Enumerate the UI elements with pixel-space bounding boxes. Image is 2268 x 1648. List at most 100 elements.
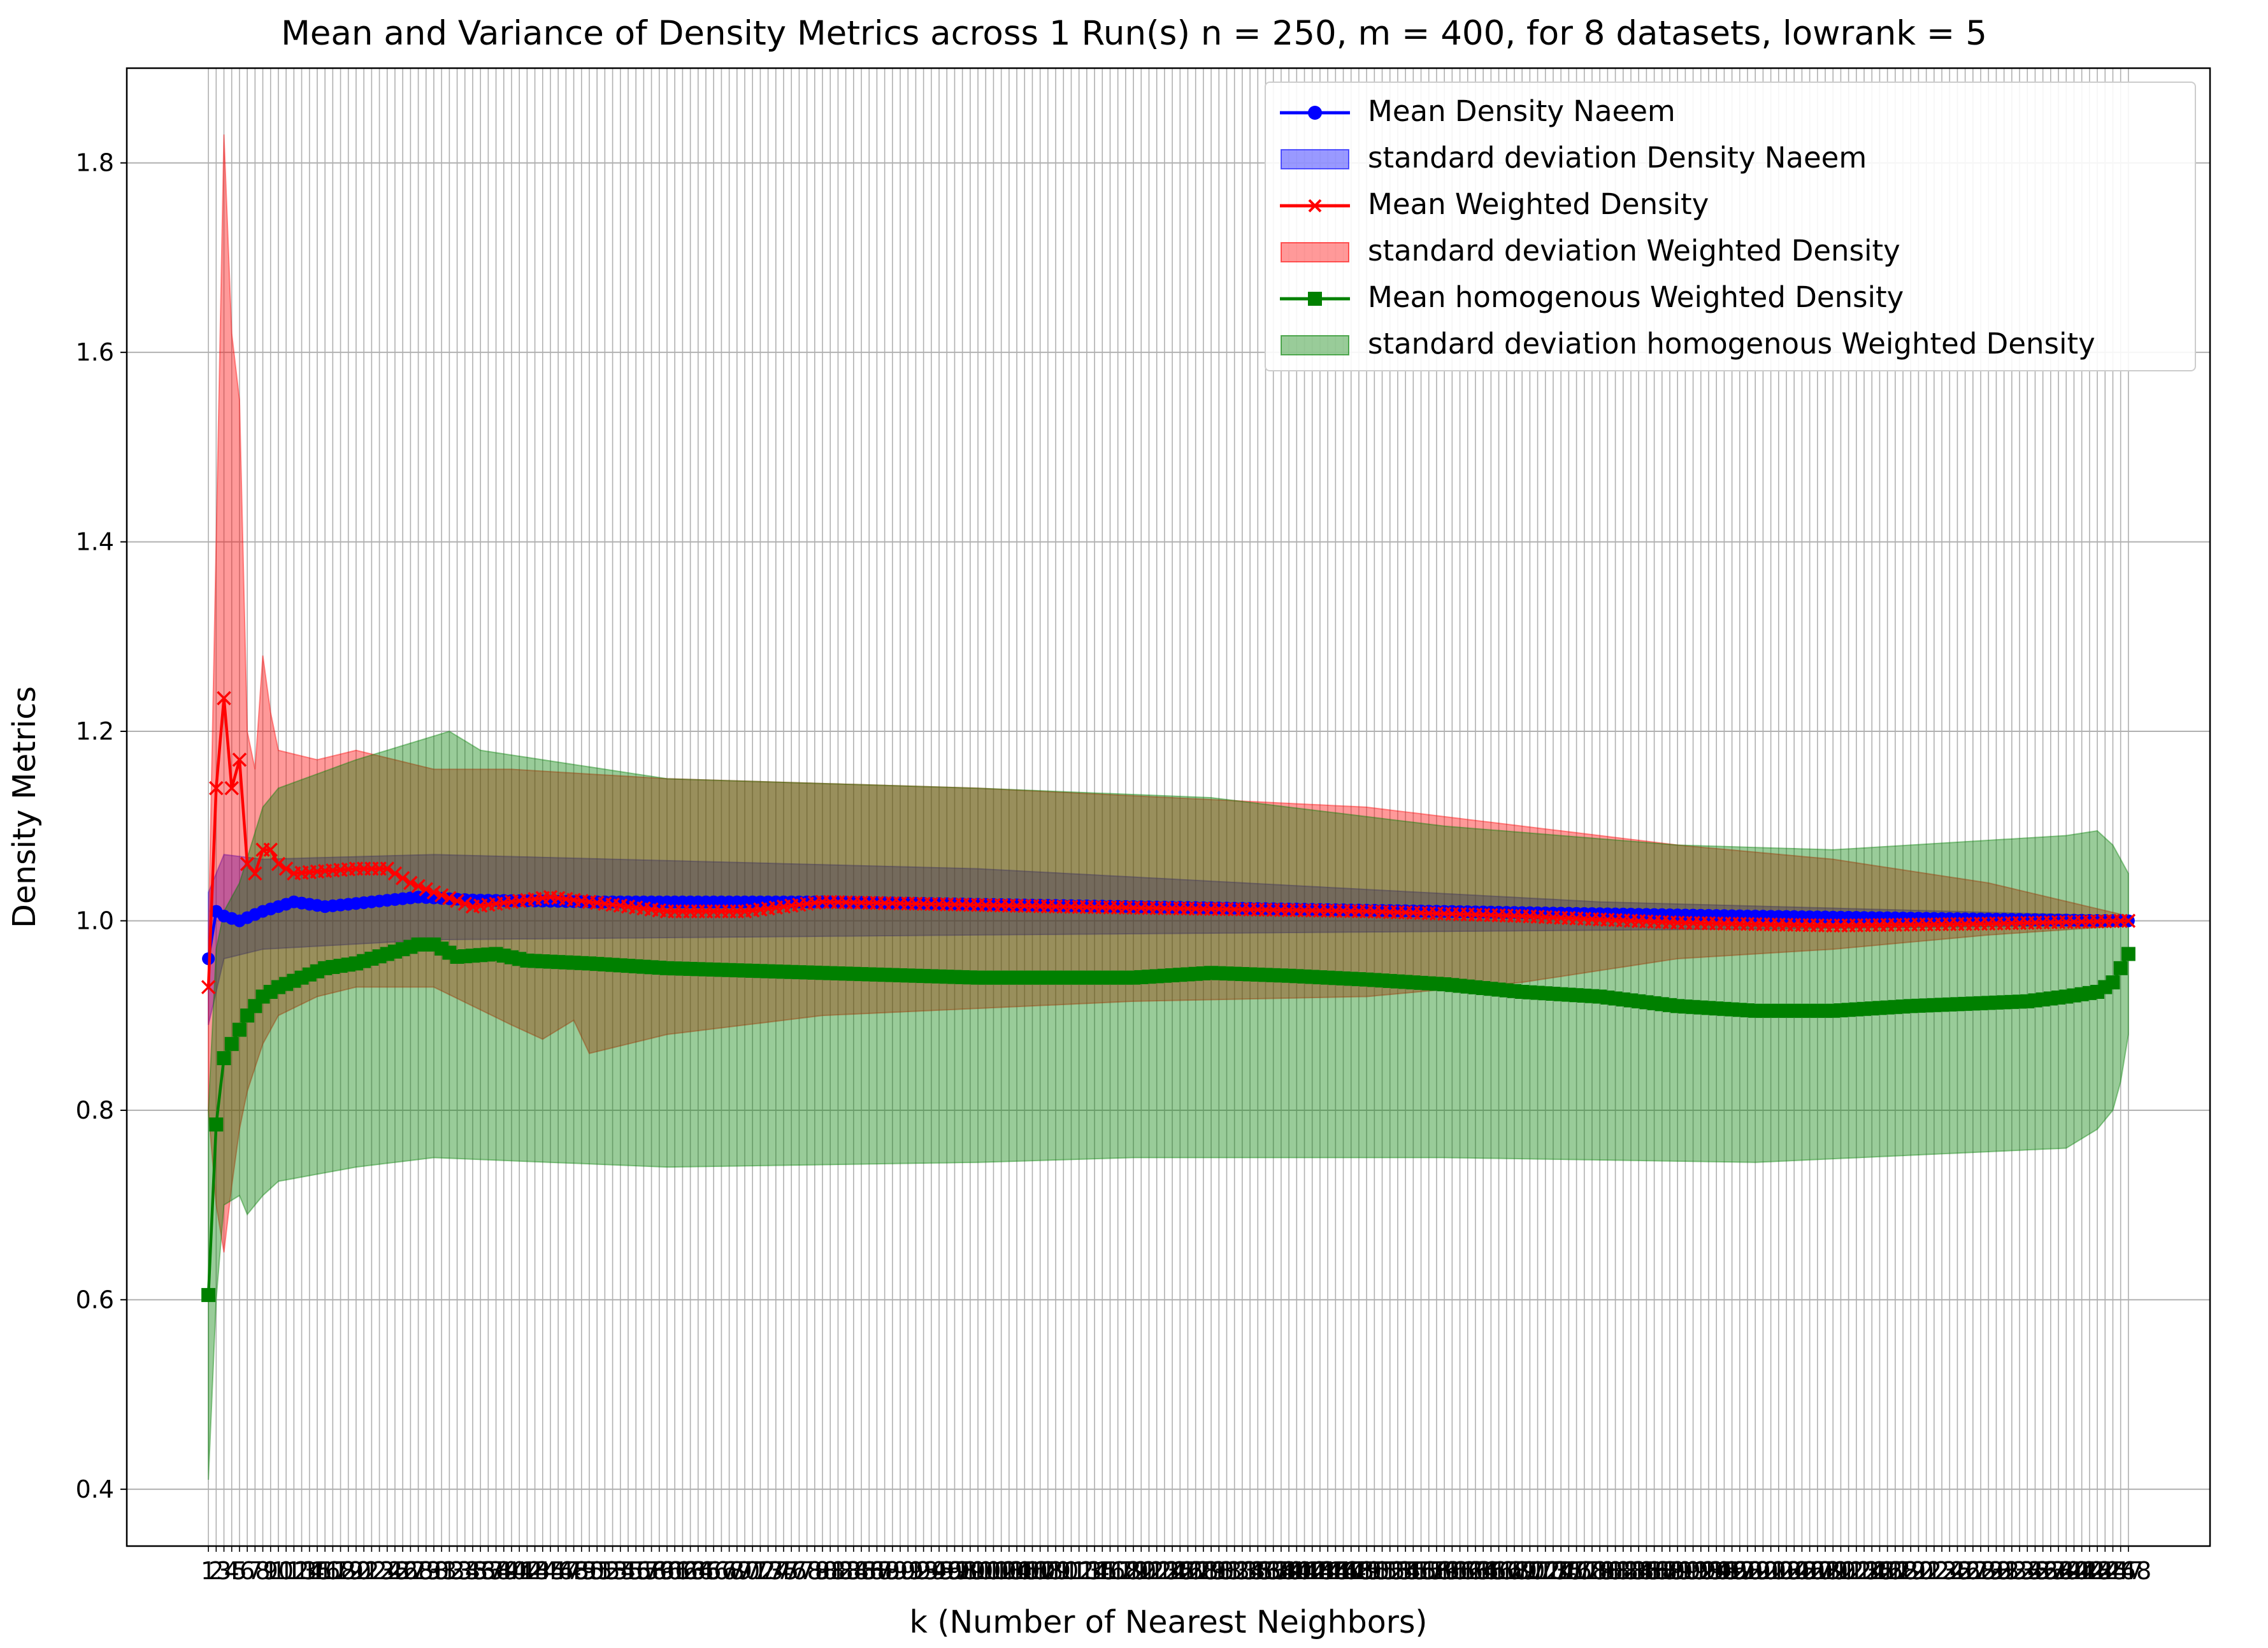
x-tick-label: 30 <box>419 1557 449 1585</box>
x-tick-label: 147 <box>1320 1557 1367 1585</box>
x-tick-label: 202 <box>1748 1557 1794 1585</box>
legend-entry-std-naeem: standard deviation Density Naeem <box>1266 136 2195 182</box>
y-tick-label: 1.8 <box>76 149 114 177</box>
x-tick-label: 18 <box>325 1557 355 1585</box>
x-tick-label: 184 <box>1608 1557 1654 1585</box>
x-tick-label: 191 <box>1662 1557 1709 1585</box>
x-tick-label: 73 <box>752 1557 783 1585</box>
x-tick-label: 66 <box>698 1557 729 1585</box>
x-tick-label: 45 <box>535 1557 566 1585</box>
legend-entry-std-weighted: standard deviation Weighted Density <box>1266 229 2195 275</box>
x-tick-label: 143 <box>1289 1557 1335 1585</box>
x-tick-label: 32 <box>434 1557 464 1585</box>
x-tick-label: 69 <box>722 1557 752 1585</box>
x-tick-label: 117 <box>1087 1557 1133 1585</box>
x-tick-label: 212 <box>1825 1557 1872 1585</box>
x-tick-label: 46 <box>543 1557 573 1585</box>
x-tick-label: 235 <box>2004 1557 2051 1585</box>
x-tick-label: 7 <box>247 1557 262 1585</box>
x-tick-label: 148 <box>1328 1557 1374 1585</box>
x-tick-label: 242 <box>2058 1557 2105 1585</box>
x-tick-label: 230 <box>1965 1557 2012 1585</box>
x-tick-label: 41 <box>504 1557 535 1585</box>
x-tick-label: 75 <box>768 1557 799 1585</box>
legend-handle-mean-naeem <box>1280 106 1350 120</box>
x-tick-label: 10 <box>263 1557 294 1585</box>
x-tick-label: 31 <box>426 1557 457 1585</box>
x-tick-label: 247 <box>2097 1557 2144 1585</box>
x-tick-label: 84 <box>838 1557 869 1585</box>
y-tick-label: 1.4 <box>76 528 114 556</box>
point-weighted <box>209 781 224 796</box>
x-tick-label: 40 <box>496 1557 527 1585</box>
x-tick-label: 63 <box>675 1557 705 1585</box>
x-tick-label: 62 <box>667 1557 698 1585</box>
x-tick-label: 146 <box>1312 1557 1359 1585</box>
x-tick-label: 39 <box>489 1557 519 1585</box>
x-tick-label: 155 <box>1382 1557 1429 1585</box>
x-tick-label: 65 <box>691 1557 721 1585</box>
x-tick-label: 207 <box>1786 1557 1833 1585</box>
x-tick-label: 188 <box>1639 1557 1686 1585</box>
y-tick-label: 1.2 <box>76 717 114 745</box>
x-tick-label: 120 <box>1110 1557 1157 1585</box>
x-tick-label: 103 <box>978 1557 1024 1585</box>
x-tick-label: 104 <box>986 1557 1033 1585</box>
legend: Mean Density Naeem standard deviation De… <box>1265 82 2196 371</box>
x-tick-label: 231 <box>1973 1557 2020 1585</box>
x-tick-label: 209 <box>1802 1557 1849 1585</box>
x-tick-label: 214 <box>1841 1557 1888 1585</box>
x-tick-label: 201 <box>1740 1557 1786 1585</box>
x-tick-label: 21 <box>348 1557 379 1585</box>
x-tick-label: 175 <box>1538 1557 1584 1585</box>
x-tick-label: 89 <box>877 1557 908 1585</box>
x-tick-label: 150 <box>1344 1557 1390 1585</box>
x-tick-label: 210 <box>1810 1557 1856 1585</box>
point-weighted <box>201 980 216 994</box>
x-tick-label: 106 <box>1001 1557 1048 1585</box>
x-tick-label: 125 <box>1149 1557 1196 1585</box>
x-tick-label: 42 <box>512 1557 542 1585</box>
x-tick-label: 153 <box>1367 1557 1413 1585</box>
point-weighted <box>419 882 433 897</box>
x-tick-label: 4 <box>224 1557 240 1585</box>
x-tick-label: 14 <box>294 1557 325 1585</box>
x-tick-label: 95 <box>924 1557 954 1585</box>
x-tick-label: 119 <box>1103 1557 1149 1585</box>
x-tick-label: 172 <box>1514 1557 1561 1585</box>
x-tick-label: 142 <box>1281 1557 1328 1585</box>
x-tick-label: 200 <box>1732 1557 1779 1585</box>
x-tick-label: 151 <box>1351 1557 1398 1585</box>
x-tick-label: 20 <box>341 1557 371 1585</box>
x-tick-label: 127 <box>1165 1557 1211 1585</box>
x-tick-label: 134 <box>1219 1557 1266 1585</box>
x-tick-label: 229 <box>1958 1557 2004 1585</box>
x-tick-label: 36 <box>465 1557 496 1585</box>
x-tick-label: 163 <box>1444 1557 1491 1585</box>
x-tick-label: 168 <box>1483 1557 1530 1585</box>
x-tick-label: 130 <box>1188 1557 1235 1585</box>
x-tick-label: 165 <box>1460 1557 1507 1585</box>
x-tick-label: 67 <box>706 1557 736 1585</box>
x-tick-label: 2 <box>208 1557 224 1585</box>
x-tick-label: 157 <box>1398 1557 1444 1585</box>
x-tick-label: 194 <box>1686 1557 1732 1585</box>
x-tick-label: 197 <box>1709 1557 1755 1585</box>
point-weighted <box>411 878 426 894</box>
x-tick-label: 115 <box>1072 1557 1118 1585</box>
x-tick-label: 110 <box>1033 1557 1079 1585</box>
legend-label-std-weighted: standard deviation Weighted Density <box>1368 234 1900 268</box>
x-tick-label: 144 <box>1297 1557 1344 1585</box>
x-tick-label: 244 <box>2074 1557 2121 1585</box>
legend-entry-mean-naeem: Mean Density Naeem <box>1266 89 2195 135</box>
point-weighted <box>271 856 286 871</box>
x-tick-label: 177 <box>1553 1557 1600 1585</box>
x-tick-label: 186 <box>1623 1557 1670 1585</box>
x-tick-label: 26 <box>387 1557 418 1585</box>
point-weighted <box>434 888 449 903</box>
x-tick-label: 216 <box>1856 1557 1903 1585</box>
x-tick-label: 56 <box>621 1557 651 1585</box>
x-tick-label: 87 <box>861 1557 892 1585</box>
x-tick-label: 96 <box>931 1557 962 1585</box>
x-tick-label: 203 <box>1756 1557 1802 1585</box>
